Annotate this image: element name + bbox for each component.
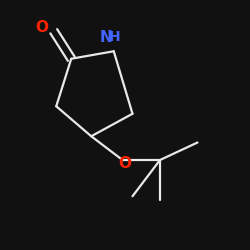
Text: O: O (118, 156, 132, 171)
Text: N: N (100, 30, 113, 45)
Text: H: H (109, 30, 121, 44)
Text: O: O (35, 20, 48, 35)
